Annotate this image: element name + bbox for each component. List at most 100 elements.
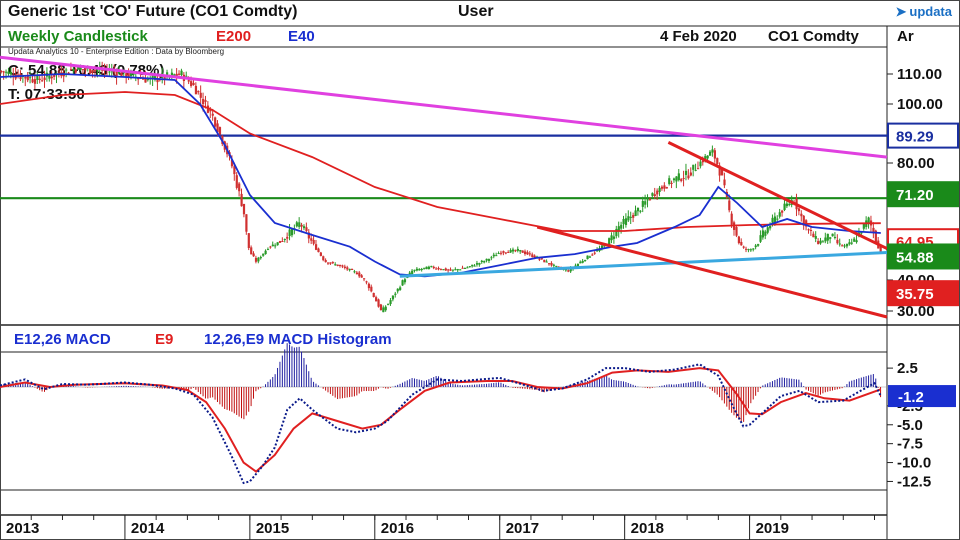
- candle-body: [451, 269, 455, 271]
- candle-body: [694, 169, 697, 171]
- candle-body: [288, 229, 291, 237]
- candle-body: [252, 253, 255, 257]
- candle-body: [91, 70, 94, 73]
- candle-body: [127, 72, 130, 77]
- candle-body: [656, 190, 659, 195]
- e200-line: [0, 91, 881, 232]
- candle-body: [197, 90, 200, 93]
- candle-body: [276, 242, 279, 246]
- candle-body: [238, 183, 241, 192]
- candle-body: [785, 203, 789, 207]
- candle-body: [137, 78, 140, 80]
- candle-body: [396, 288, 399, 292]
- candle-body: [245, 214, 248, 232]
- candle-body: [545, 261, 548, 263]
- candle-body: [843, 245, 846, 247]
- candle-body: [718, 165, 721, 176]
- candle-body: [514, 250, 517, 252]
- candle-body: [696, 168, 700, 170]
- candle-body: [773, 216, 777, 223]
- candle-body: [550, 262, 553, 266]
- candle-body: [824, 237, 827, 242]
- candle-body: [651, 193, 654, 196]
- candle-body: [749, 249, 753, 251]
- candle-body: [456, 269, 459, 271]
- candle-body: [334, 264, 337, 266]
- candle-body: [278, 240, 282, 243]
- candle-body: [802, 215, 805, 226]
- e200-legend: E200: [216, 28, 252, 45]
- candle-body: [24, 77, 27, 79]
- candle-body: [290, 229, 294, 236]
- candle-body: [526, 252, 529, 255]
- tag-54-88: 54.88: [887, 243, 959, 270]
- candle-body: [783, 203, 786, 211]
- candle-body: [771, 217, 774, 223]
- macd-y-tick-label: -12.5: [897, 473, 931, 490]
- candle-body: [420, 268, 423, 270]
- candle-body: [358, 272, 361, 277]
- candle-body: [475, 263, 479, 265]
- candle-body: [117, 71, 121, 74]
- e40-line: [0, 73, 881, 278]
- candle-body: [353, 271, 356, 273]
- candle-body: [579, 261, 582, 264]
- candle-body: [860, 232, 863, 234]
- candle-body: [77, 65, 80, 70]
- candle-body: [146, 79, 150, 81]
- candle-body: [490, 257, 493, 259]
- data-source-note: Updata Analytics 10 - Enterprise Edition…: [8, 47, 225, 56]
- value-tag-text: 35.75: [896, 286, 934, 303]
- candle-body: [821, 241, 825, 243]
- candle-body: [730, 213, 733, 225]
- candle-body: [672, 178, 676, 181]
- candle-body: [141, 78, 145, 80]
- candle-body: [617, 226, 620, 232]
- candle-body: [593, 252, 596, 254]
- candle-body: [314, 244, 318, 250]
- candle-body: [754, 245, 757, 248]
- candle-body: [365, 281, 368, 283]
- candle-body: [487, 259, 491, 261]
- candle-body: [259, 257, 262, 259]
- macd-current-tag-text: -1.2: [898, 389, 924, 406]
- candle-body: [713, 150, 716, 159]
- candle-body: [319, 252, 322, 256]
- candle-body: [708, 151, 712, 156]
- candle-body: [372, 292, 375, 297]
- updata-logo-arrow-icon: ➤: [895, 4, 907, 19]
- candle-body: [120, 72, 123, 77]
- candle-body: [69, 69, 73, 71]
- candle-body: [5, 71, 8, 73]
- candle-body: [295, 222, 298, 227]
- candle-body: [468, 266, 471, 268]
- candle-body: [533, 255, 536, 258]
- chart-type-label: Weekly Candlestick: [8, 28, 148, 45]
- histogram-legend: 12,26,E9 MACD Histogram: [204, 331, 392, 348]
- candle-body: [612, 236, 616, 239]
- candle-body: [247, 233, 250, 248]
- macd-line: [0, 363, 882, 485]
- candle-body: [170, 72, 174, 76]
- value-tag-text: 89.29: [896, 129, 934, 146]
- candle-body: [437, 267, 440, 270]
- candle-body: [423, 267, 426, 269]
- candle-body: [435, 268, 438, 270]
- candle-body: [72, 68, 75, 72]
- time-readout: T: 07:33:50: [8, 86, 85, 103]
- candle-body: [151, 75, 154, 79]
- candle-body: [879, 246, 882, 253]
- candle-body: [511, 249, 515, 252]
- candle-body: [202, 99, 205, 105]
- candle-body: [192, 82, 195, 85]
- candle-body: [615, 228, 618, 237]
- candle-body: [504, 252, 507, 254]
- candle-body: [194, 85, 198, 95]
- candle-body: [670, 182, 673, 184]
- candle-body: [528, 253, 531, 255]
- candle-body: [466, 267, 469, 269]
- candle-body: [855, 240, 858, 243]
- price-y-tick-label: 110.00: [897, 66, 942, 83]
- candle-body: [211, 113, 214, 116]
